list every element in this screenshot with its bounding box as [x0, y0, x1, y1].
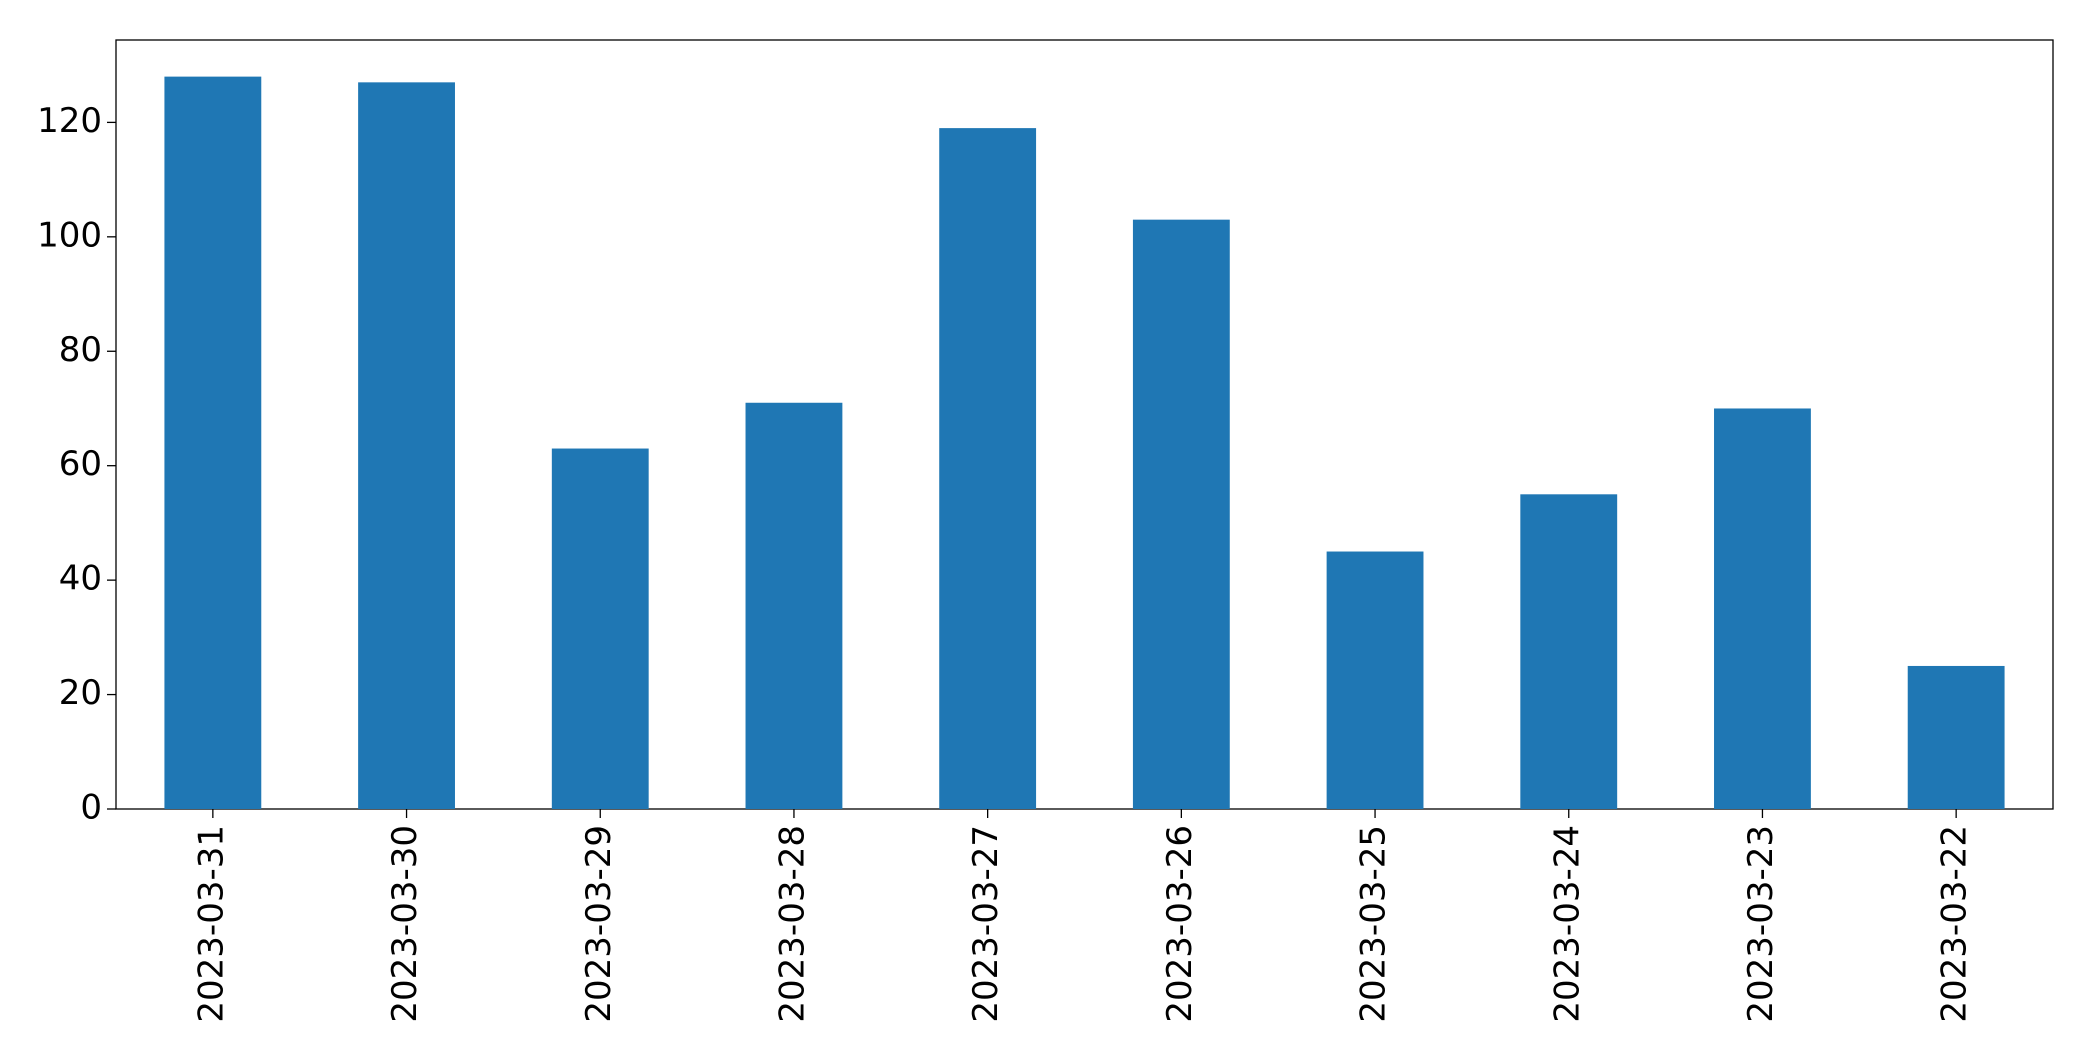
x-tick-label: 2023-03-24	[1547, 825, 1587, 1023]
y-tick-label: 0	[80, 788, 102, 828]
y-tick-label: 40	[59, 559, 102, 599]
x-tick-label: 2023-03-31	[191, 825, 231, 1023]
x-tick-label: 2023-03-29	[579, 825, 619, 1023]
bar	[1907, 665, 2005, 809]
bar	[1326, 551, 1424, 809]
x-tick-label: 2023-03-27	[966, 825, 1006, 1023]
y-tick-label: 60	[59, 444, 102, 484]
y-tick-label: 80	[59, 330, 102, 370]
bar	[551, 448, 649, 809]
x-tick-label: 2023-03-30	[385, 825, 425, 1023]
bar	[358, 82, 455, 810]
plot-frame	[115, 39, 2054, 810]
y-tick-label: 20	[59, 673, 102, 713]
bar	[164, 76, 262, 810]
bar	[745, 402, 843, 809]
y-tick-label: 100	[37, 215, 102, 255]
bar	[1520, 494, 1618, 809]
bar	[1132, 219, 1230, 809]
bar	[939, 128, 1037, 810]
y-tick-label: 120	[37, 101, 102, 141]
x-tick-label: 2023-03-26	[1160, 825, 1200, 1023]
x-tick-label: 2023-03-28	[772, 825, 812, 1023]
x-tick-label: 2023-03-23	[1741, 825, 1781, 1023]
bar	[1714, 408, 1811, 809]
x-tick-label: 2023-03-25	[1354, 825, 1394, 1023]
x-tick-label: 2023-03-22	[1935, 825, 1975, 1023]
